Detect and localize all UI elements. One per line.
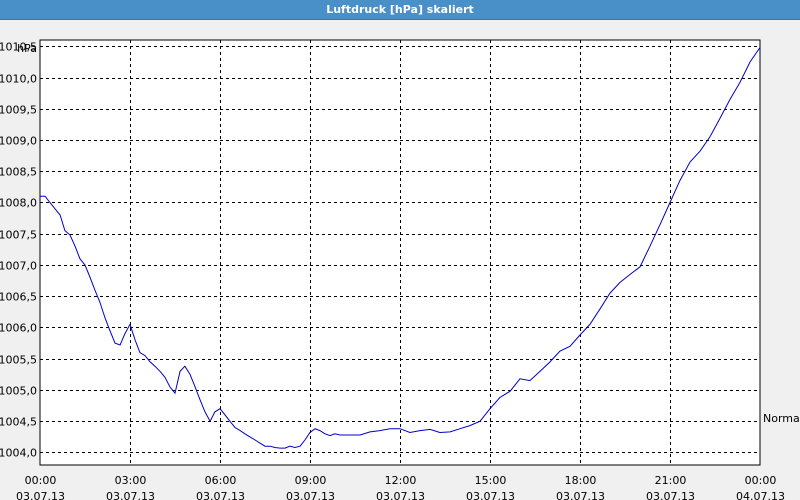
normal-reference-label: Normal (763, 412, 800, 425)
y-tick-label: 1006,5 (0, 291, 37, 304)
x-tick-time: 00:00 (25, 474, 57, 487)
y-tick-label: 1006,0 (0, 322, 37, 335)
x-tick-date: 03.07.13 (466, 490, 515, 500)
y-tick-label: 1008,5 (0, 166, 37, 179)
x-tick-time: 03:00 (115, 474, 147, 487)
y-tick-label: 1008,0 (0, 197, 37, 210)
chart-title: Luftdruck [hPa] skaliert (326, 3, 474, 16)
x-tick-date: 03.07.13 (286, 490, 335, 500)
y-tick-label: 1009,0 (0, 135, 37, 148)
pressure-series-line (40, 47, 761, 449)
y-tick-label: 1004,5 (0, 416, 37, 429)
y-tick-label: 1005,0 (0, 385, 37, 398)
x-tick-date: 03.07.13 (106, 490, 155, 500)
x-tick-time: 09:00 (295, 474, 327, 487)
x-tick-time: 15:00 (475, 474, 507, 487)
x-tick-date: 03.07.13 (196, 490, 245, 500)
x-tick-time: 12:00 (385, 474, 417, 487)
y-tick-label: 1010,0 (0, 73, 37, 86)
y-axis-label: hPa (17, 42, 37, 55)
x-tick-date: 03.07.13 (376, 490, 425, 500)
chart-area: 1004,0 1004,5 1005,0 1005,5 1006,0 1006,5 1007… (0, 39, 800, 500)
x-tick-date: 03.07.13 (646, 490, 695, 500)
x-tick-time: 21:00 (655, 474, 687, 487)
y-tick-label: 1005,5 (0, 354, 37, 367)
x-tick-date: 03.07.13 (16, 490, 65, 500)
x-tick-time: 18:00 (565, 474, 597, 487)
y-tick-label: 1004,0 (0, 447, 37, 460)
x-tick-time: 00:00 (745, 474, 777, 487)
chart-titlebar: Luftdruck [hPa] skaliert (0, 0, 800, 20)
y-tick-label: 1009,5 (0, 104, 37, 117)
y-tick-label: 1010,5 (0, 41, 37, 54)
x-tick-date: 03.07.13 (556, 490, 605, 500)
y-tick-label: 1007,0 (0, 260, 37, 273)
y-tick-label: 1007,5 (0, 229, 37, 242)
x-tick-date: 04.07.13 (736, 490, 785, 500)
x-tick-time: 06:00 (205, 474, 237, 487)
